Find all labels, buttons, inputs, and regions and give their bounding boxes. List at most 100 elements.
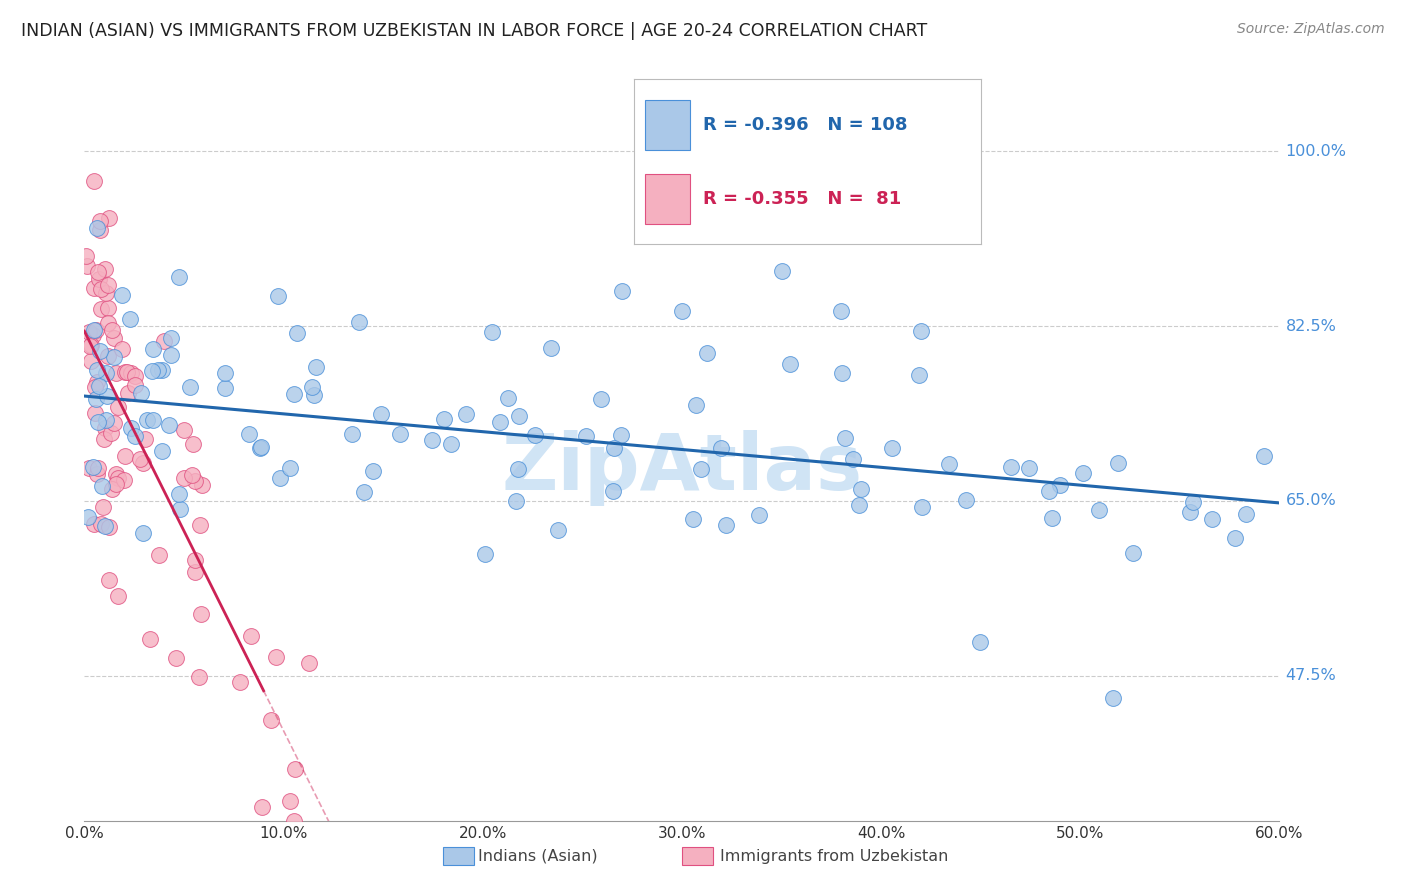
Point (104, 477, 127, 491)
Point (111, 288, 134, 302)
Point (671, 304, 693, 318)
Point (1049, 478, 1071, 492)
Point (115, 365, 138, 379)
Point (181, 467, 204, 482)
Text: ZipAtlas: ZipAtlas (502, 431, 862, 507)
Point (685, 398, 707, 412)
Point (184, 474, 207, 488)
Point (83, 406, 105, 420)
Point (955, 493, 977, 508)
Point (153, 334, 176, 348)
Point (285, 326, 308, 340)
Point (148, 363, 170, 377)
Point (340, 426, 363, 441)
Point (159, 348, 181, 362)
Point (284, 762, 307, 776)
Point (76, 260, 98, 274)
Point (1071, 466, 1094, 480)
Point (98, 520, 121, 534)
Point (1088, 503, 1111, 517)
Point (150, 363, 173, 377)
Text: INDIAN (ASIAN) VS IMMIGRANTS FROM UZBEKISTAN IN LABOR FORCE | AGE 20-24 CORRELAT: INDIAN (ASIAN) VS IMMIGRANTS FROM UZBEKI… (21, 22, 928, 40)
Point (190, 607, 212, 622)
Point (880, 442, 903, 456)
Point (96, 389, 118, 403)
Point (229, 675, 252, 690)
Point (696, 346, 718, 360)
Point (214, 381, 236, 395)
Point (96, 367, 118, 381)
Point (841, 451, 863, 466)
Point (160, 331, 183, 345)
Point (97, 301, 120, 316)
Point (87, 461, 110, 475)
Point (132, 456, 155, 470)
Point (353, 485, 375, 500)
Point (79, 339, 101, 353)
Point (90, 282, 112, 296)
Point (388, 426, 411, 441)
Point (89, 214, 111, 228)
Point (107, 471, 129, 485)
Point (1122, 546, 1144, 560)
Point (1180, 506, 1202, 520)
Point (508, 409, 530, 424)
Point (689, 462, 711, 476)
Point (93, 432, 115, 446)
Point (1040, 511, 1063, 525)
Point (167, 486, 190, 500)
Point (305, 360, 328, 375)
Point (132, 525, 155, 540)
Point (938, 458, 960, 472)
Point (83, 517, 105, 532)
Point (574, 428, 596, 442)
Point (83, 174, 105, 188)
Point (79, 460, 101, 475)
Point (456, 407, 478, 421)
Point (87, 272, 110, 286)
Point (97, 574, 120, 588)
Point (1181, 495, 1204, 509)
Text: 82.5%: 82.5% (1285, 318, 1336, 334)
Point (481, 325, 503, 339)
Point (834, 431, 856, 445)
Point (1102, 690, 1125, 705)
Point (280, 461, 302, 475)
Point (87, 415, 110, 429)
Point (77, 510, 100, 524)
Point (103, 416, 125, 430)
Point (89, 223, 111, 237)
Point (135, 412, 157, 426)
Point (97, 316, 120, 330)
Point (911, 500, 934, 514)
Text: Source: ZipAtlas.com: Source: ZipAtlas.com (1237, 22, 1385, 37)
Point (1018, 460, 1040, 475)
Point (120, 421, 142, 435)
Point (141, 364, 163, 378)
Point (103, 350, 125, 364)
Point (474, 547, 496, 561)
Point (1038, 483, 1060, 498)
Point (103, 331, 125, 345)
Point (142, 413, 165, 427)
Point (238, 426, 260, 441)
Point (278, 794, 301, 808)
Point (94, 519, 117, 533)
Point (283, 814, 305, 828)
Point (82, 460, 104, 475)
Point (716, 517, 738, 532)
Point (75, 249, 97, 263)
Point (1253, 449, 1275, 463)
Point (370, 407, 392, 421)
Point (112, 473, 135, 487)
Point (124, 378, 146, 392)
Point (82, 328, 104, 343)
Point (105, 467, 128, 481)
Point (748, 508, 770, 522)
Point (97, 349, 120, 363)
Point (969, 635, 991, 649)
Point (84, 323, 107, 337)
Point (420, 433, 443, 447)
Point (139, 632, 162, 646)
Point (94, 413, 117, 427)
